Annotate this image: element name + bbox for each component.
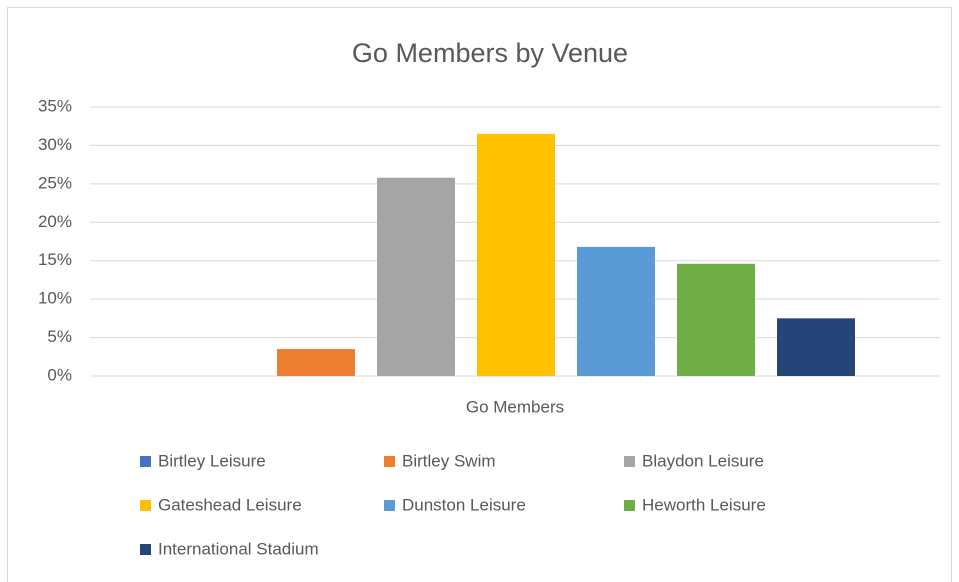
- bar: [477, 133, 555, 376]
- legend-label: International Stadium: [158, 539, 319, 558]
- legend-swatch: [140, 544, 151, 555]
- y-tick-label: 15%: [38, 250, 72, 269]
- legend-label: Dunston Leisure: [402, 495, 526, 514]
- legend-label: Birtley Leisure: [158, 451, 266, 470]
- legend-swatch: [140, 500, 151, 511]
- y-tick-label: 20%: [38, 212, 72, 231]
- x-axis-label: Go Members: [466, 397, 564, 416]
- bar: [577, 246, 655, 376]
- bar: [677, 263, 755, 376]
- legend-label: Birtley Swim: [402, 451, 496, 470]
- y-tick-label: 25%: [38, 173, 72, 192]
- legend-label: Heworth Leisure: [642, 495, 766, 514]
- y-tick-label: 5%: [47, 327, 72, 346]
- chart-title: Go Members by Venue: [352, 38, 628, 68]
- bar: [377, 177, 455, 376]
- legend-swatch: [384, 500, 395, 511]
- y-tick-label: 35%: [38, 96, 72, 115]
- y-tick-label: 0%: [47, 365, 72, 384]
- y-tick-label: 10%: [38, 289, 72, 308]
- legend-label: Gateshead Leisure: [158, 495, 302, 514]
- legend-swatch: [140, 456, 151, 467]
- legend-swatch: [624, 456, 635, 467]
- legend-swatch: [624, 500, 635, 511]
- bar: [777, 318, 855, 376]
- legend-swatch: [384, 456, 395, 467]
- y-tick-label: 30%: [38, 135, 72, 154]
- legend-label: Blaydon Leisure: [642, 451, 764, 470]
- bar: [277, 349, 355, 376]
